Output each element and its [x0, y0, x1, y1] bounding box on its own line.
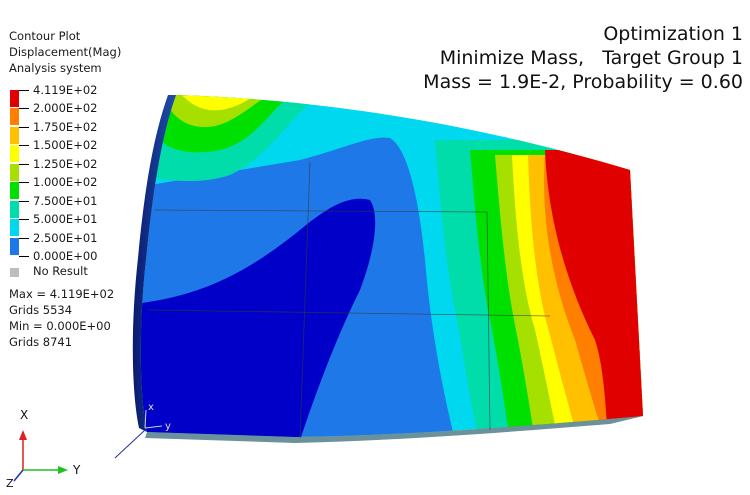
- legend-tick: [19, 108, 29, 109]
- legend-swatch-7: [10, 201, 19, 218]
- legend-swatch-6: [10, 182, 19, 199]
- title-line-2: Minimize Mass, Target Group 1: [439, 47, 743, 69]
- legend-value-10: 0.000E+00: [33, 249, 98, 263]
- triad-x-label: X: [20, 408, 28, 422]
- global-triad[interactable]: X Y Z: [6, 408, 81, 490]
- legend-tick: [19, 256, 29, 257]
- legend-value-6: 1.000E+02: [33, 175, 98, 189]
- max-value: Max = 4.119E+02: [9, 287, 115, 301]
- legend-tick: [19, 201, 29, 202]
- legend-swatch-1: [10, 90, 19, 107]
- legend-swatch-4: [10, 145, 19, 162]
- local-x-label: x: [148, 402, 154, 413]
- local-triad: x y: [144, 402, 171, 432]
- contour-plate[interactable]: [100, 80, 660, 460]
- legend-tick: [19, 127, 29, 128]
- legend-value-7: 7.500E+01: [33, 194, 98, 208]
- legend-tick: [19, 164, 29, 165]
- triad-z-label: Z: [6, 477, 14, 490]
- legend-value-8: 5.000E+01: [33, 212, 98, 226]
- local-y-label: y: [165, 421, 171, 432]
- legend-tick: [19, 90, 29, 91]
- legend-system: Analysis system: [9, 61, 102, 75]
- legend-value-2: 2.000E+02: [33, 101, 98, 115]
- legend-swatch-2: [10, 108, 19, 125]
- legend-tick: [19, 238, 29, 239]
- legend-swatch-3: [10, 127, 19, 144]
- local-z-axis-line: [114, 429, 146, 459]
- min-value: Min = 0.000E+00: [9, 319, 111, 333]
- legend-result-type: Displacement(Mag): [9, 45, 122, 59]
- legend-value-9: 2.500E+01: [33, 231, 98, 245]
- legend-value-5: 1.250E+02: [33, 157, 98, 171]
- legend-value-4: 1.500E+02: [33, 138, 98, 152]
- legend-value-1: 4.119E+02: [33, 83, 98, 97]
- legend-swatch-9: [10, 238, 19, 255]
- triad-y-arrow-icon: [58, 466, 68, 474]
- triad-x-arrow-icon: [19, 430, 27, 440]
- title-line-3: Mass = 1.9E-2, Probability = 0.60: [423, 71, 743, 93]
- legend-title: Contour Plot: [9, 29, 81, 43]
- plate-edge-left: [132, 95, 176, 432]
- no-result-swatch: [10, 268, 19, 277]
- legend-tick: [19, 219, 29, 220]
- legend-swatch-8: [10, 219, 19, 236]
- triad-y-label: Y: [72, 463, 81, 477]
- min-grid: Grids 8741: [9, 335, 73, 349]
- legend-tick: [19, 145, 29, 146]
- legend-header: Contour Plot Displacement(Mag) Analysis …: [9, 28, 121, 76]
- plate-edge-bottom: [145, 416, 643, 443]
- title-line-1: Optimization 1: [603, 23, 743, 45]
- legend-tick: [19, 182, 29, 183]
- mesh-lines: [147, 161, 551, 439]
- result-stats: Max = 4.119E+02 Grids 5534 Min = 0.000E+…: [9, 286, 114, 350]
- plot-titles: Optimization 1 Minimize Mass, Target Gro…: [423, 22, 743, 94]
- triad-z-axis: [13, 469, 24, 482]
- legend-swatch-5: [10, 164, 19, 181]
- legend-value-3: 1.750E+02: [33, 120, 98, 134]
- no-result-label: No Result: [33, 264, 88, 278]
- max-grid: Grids 5534: [9, 303, 73, 317]
